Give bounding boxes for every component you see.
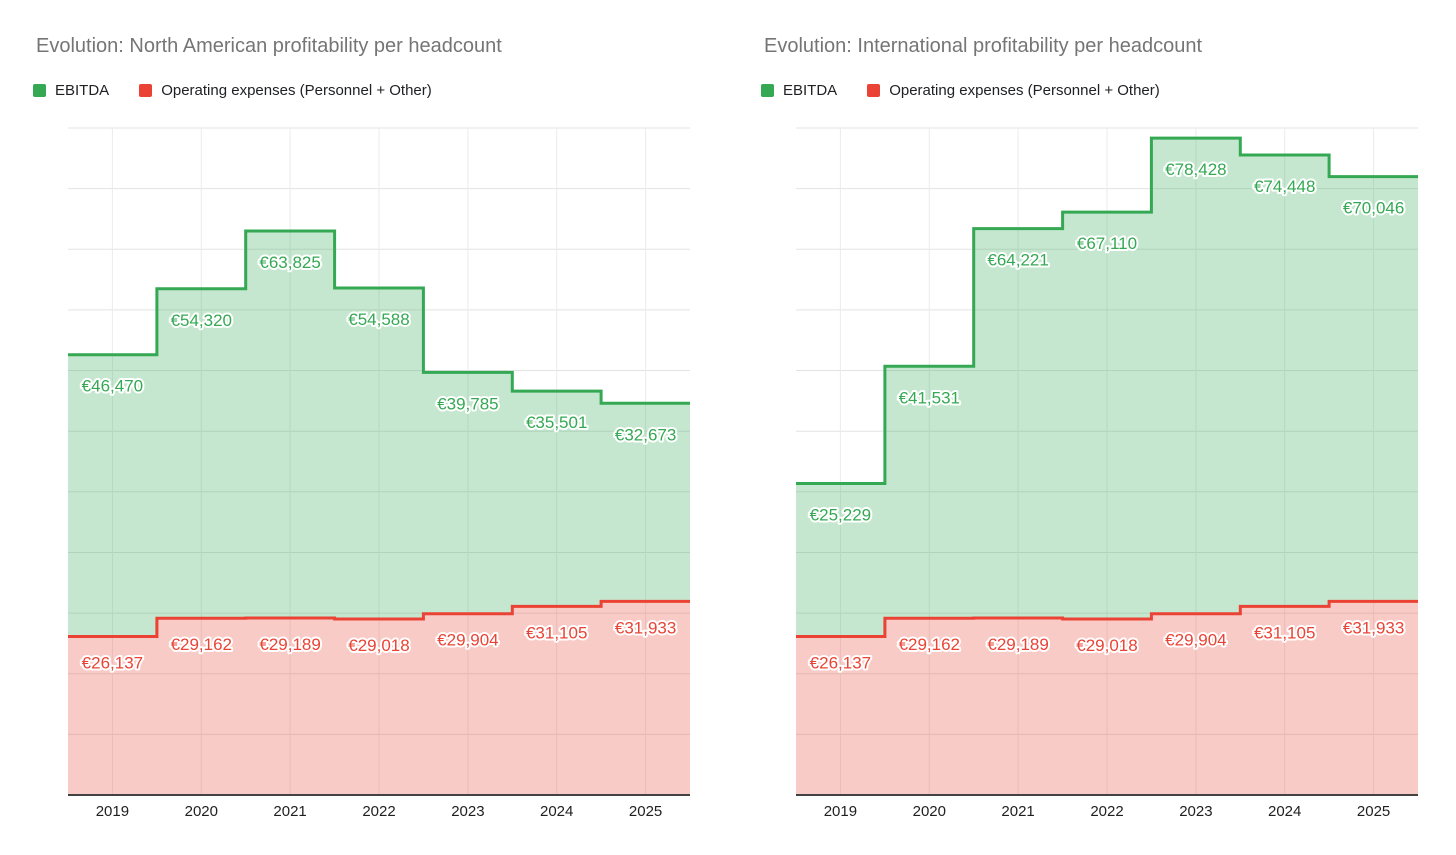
ebitda-data-label: €41,531: [899, 388, 960, 407]
ebitda-data-label: €70,046: [1343, 199, 1404, 218]
legend-item-ebitda[interactable]: EBITDA: [33, 82, 109, 99]
expenses-step-line: [796, 599, 1418, 638]
x-axis-label: 2021: [273, 803, 306, 820]
ebitda-data-label: €64,221: [987, 251, 1048, 270]
legend-label: EBITDA: [55, 82, 110, 99]
expenses-data-label: €26,137: [810, 654, 871, 673]
legend-swatch-ebitda: [761, 84, 774, 97]
expenses-data-label: €29,904: [437, 631, 498, 650]
legend-item-expenses[interactable]: Operating expenses (Personnel + Other): [867, 82, 1160, 99]
stepped-area-chart-svg[interactable]: €25,229 €26,137 €41,531 €29,162 €64,221 €29,1…: [796, 127, 1418, 840]
chart-legend: EBITDA Operating expenses (Personnel + Ot…: [761, 82, 1190, 99]
chart-plot-area[interactable]: €46,470 €26,137 €54,320 €29,162 €63,825 €29,1…: [68, 127, 690, 840]
x-axis-label: 2023: [1179, 803, 1212, 820]
panel-north-american-chart: Evolution: North American profitability …: [33, 35, 690, 840]
x-axis-label: 2022: [362, 803, 395, 820]
expenses-data-label: €31,933: [615, 618, 676, 637]
expenses-step-line: [68, 599, 690, 638]
ebitda-data-label: €35,501: [526, 413, 587, 432]
ebitda-data-label: €46,470: [82, 377, 143, 396]
panel-international-chart: Evolution: International profitability p…: [728, 0, 1456, 855]
expenses-data-label: €29,189: [259, 635, 320, 654]
expenses-data-label: €29,018: [1076, 636, 1137, 655]
chart-title: Evolution: International profitability p…: [764, 35, 1203, 57]
legend-item-ebitda[interactable]: EBITDA: [761, 82, 837, 99]
expenses-data-label: €31,105: [1254, 623, 1315, 642]
expenses-data-label: €29,018: [348, 636, 409, 655]
legend-swatch-expenses: [867, 84, 881, 97]
ebitda-data-label: €74,448: [1254, 177, 1315, 196]
x-axis-label: 2019: [824, 803, 857, 820]
chart-plot-area[interactable]: €25,229 €26,137 €41,531 €29,162 €64,221 €29,1…: [796, 127, 1418, 840]
expenses-data-label: €29,162: [899, 635, 960, 654]
ebitda-step-line: [796, 136, 1418, 485]
ebitda-step-line: [68, 229, 690, 405]
ebitda-data-label: €78,428: [1165, 160, 1226, 179]
x-axis-label: 2025: [629, 803, 662, 820]
x-axis-label: 2020: [185, 803, 218, 820]
expenses-data-label: €29,162: [171, 635, 232, 654]
legend-item-expenses[interactable]: Operating expenses (Personnel + Other): [139, 82, 432, 99]
ebitda-data-label: €67,110: [1077, 234, 1137, 253]
x-axis-label: 2023: [451, 803, 484, 820]
expenses-data-label: €31,933: [1343, 618, 1404, 637]
chart-legend: EBITDA Operating expenses (Personnel + Ot…: [33, 82, 462, 99]
expenses-data-label: €29,904: [1165, 631, 1226, 650]
x-axis-label: 2019: [96, 803, 129, 820]
legend-label: Operating expenses (Personnel + Other): [161, 82, 432, 99]
ebitda-data-label: €54,320: [171, 311, 232, 330]
ebitda-area: [796, 138, 1418, 637]
legend-label: EBITDA: [783, 82, 838, 99]
x-axis-label: 2020: [913, 803, 946, 820]
expenses-area: [68, 601, 690, 795]
x-axis-label: 2025: [1357, 803, 1390, 820]
ebitda-data-label: €32,673: [615, 425, 676, 444]
chart-title: Evolution: North American profitability …: [36, 35, 502, 57]
expenses-data-label: €26,137: [82, 654, 143, 673]
ebitda-data-label: €25,229: [810, 506, 871, 525]
legend-swatch-expenses: [139, 84, 153, 97]
x-axis-label: 2024: [1268, 803, 1301, 820]
ebitda-data-label: €54,588: [348, 310, 409, 329]
x-axis-label: 2021: [1001, 803, 1034, 820]
ebitda-data-label: €63,825: [259, 253, 320, 272]
expenses-data-label: €29,189: [987, 635, 1048, 654]
stepped-area-chart-svg[interactable]: €46,470 €26,137 €54,320 €29,162 €63,825 €29,1…: [68, 127, 690, 840]
ebitda-data-label: €39,785: [437, 394, 498, 413]
expenses-area: [796, 601, 1418, 795]
x-axis-label: 2022: [1090, 803, 1123, 820]
x-axis-label: 2024: [540, 803, 573, 820]
legend-label: Operating expenses (Personnel + Other): [889, 82, 1160, 99]
ebitda-area: [68, 231, 690, 637]
expenses-data-label: €31,105: [526, 623, 587, 642]
legend-swatch-ebitda: [33, 84, 46, 97]
